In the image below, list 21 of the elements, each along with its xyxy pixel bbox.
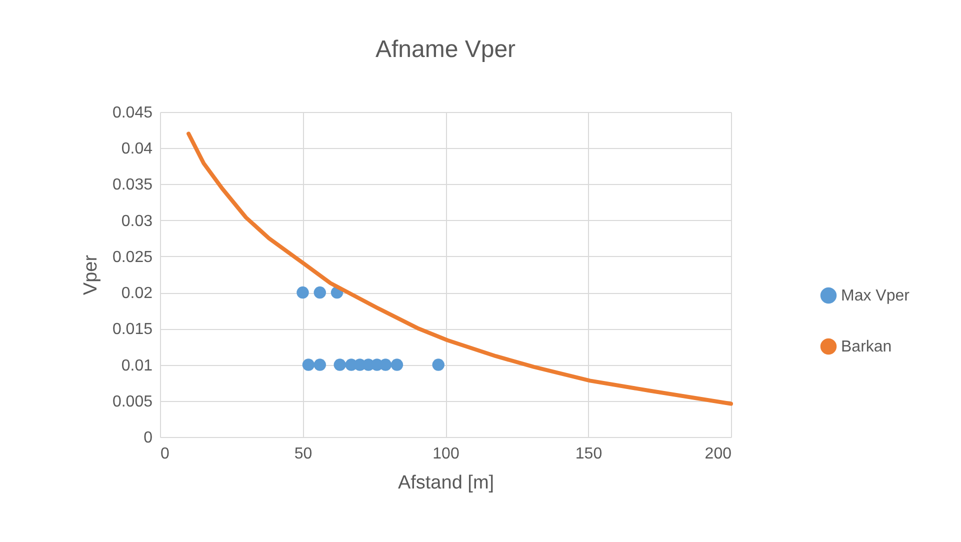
chart-title: Afname Vper xyxy=(375,36,516,63)
y-tick-label: 0.035 xyxy=(112,176,153,194)
legend-label: Barkan xyxy=(841,338,892,356)
x-tick-label: 100 xyxy=(432,446,460,462)
y-tick-label: 0.03 xyxy=(121,212,153,230)
line-series xyxy=(186,132,733,406)
x-tick-label: 50 xyxy=(294,446,312,462)
y-tick-label: 0 xyxy=(144,430,153,446)
y-tick-label: 0.025 xyxy=(112,248,153,266)
x-tick-label: 200 xyxy=(704,446,732,462)
x-axis-title: Afstand [m] xyxy=(398,472,494,494)
legend-label: Max Vper xyxy=(841,288,910,304)
y-axis-title: Vper xyxy=(80,254,102,296)
y-tick-label: 0.02 xyxy=(121,285,153,302)
x-tick-label: 0 xyxy=(160,446,170,462)
y-tick-label: 0.045 xyxy=(112,104,153,122)
y-tick-label: 0.01 xyxy=(121,357,153,374)
x-tick-label: 150 xyxy=(575,446,602,462)
y-tick-label: 0.005 xyxy=(112,393,153,410)
y-tick-label: 0.015 xyxy=(112,321,153,338)
y-tick-label: 0.04 xyxy=(121,140,153,158)
